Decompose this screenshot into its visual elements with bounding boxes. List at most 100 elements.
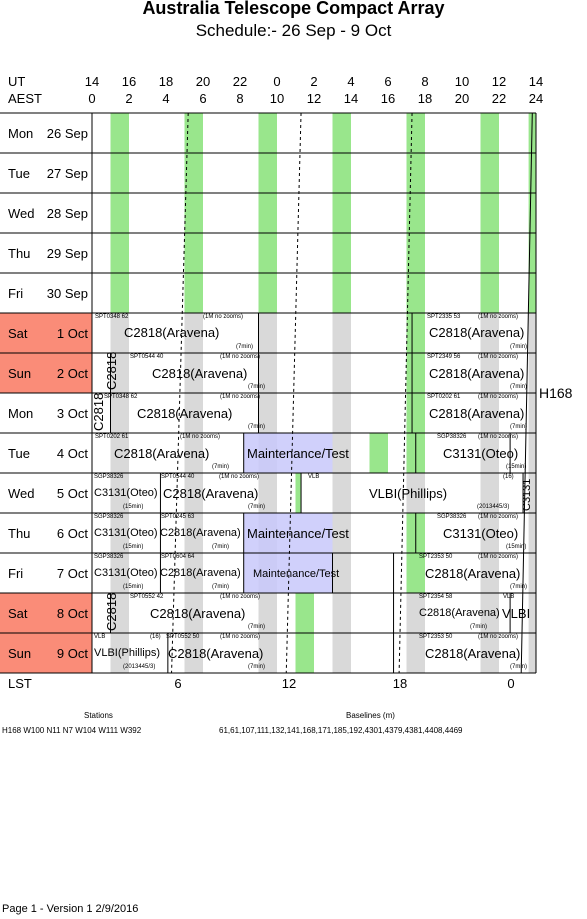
lst-label: LST — [8, 676, 32, 691]
day-date: 5 Oct — [56, 486, 88, 501]
block-min: (7min) — [248, 624, 266, 630]
observing-stripe — [110, 393, 129, 433]
observing-stripe — [258, 593, 277, 633]
observing-stripe — [480, 433, 499, 473]
block-code: SPT2354 58 — [419, 594, 453, 600]
block-project: C3131(Oteo) — [94, 527, 158, 539]
observing-stripe — [332, 313, 351, 353]
block-note: (16) — [150, 634, 161, 640]
block-project: C2818(Aravena) — [429, 325, 525, 340]
observing-stripe — [480, 353, 499, 393]
aest-tick: 14 — [343, 91, 359, 106]
observing-stripe — [258, 393, 277, 433]
block-code: SPT0544 40 — [130, 354, 164, 360]
day-of-week: Sat — [8, 326, 28, 341]
daylight-stripe — [258, 233, 277, 273]
block-min: (7min) — [470, 624, 488, 630]
observing-stripe — [528, 313, 536, 353]
day-date: 27 Sep — [46, 166, 88, 181]
block-code: SPT2349 56 — [427, 354, 461, 360]
block-note: (1M no zooms) — [478, 634, 519, 640]
daylight-stripe — [528, 273, 536, 313]
block-code: SGP38326 — [94, 554, 124, 560]
observing-stripe — [184, 593, 203, 633]
maintenance-block — [243, 513, 333, 553]
daylight-stripe — [332, 153, 351, 193]
day-of-week: Fri — [8, 286, 24, 301]
baselines-title: Baselines (m) — [346, 711, 395, 720]
aest-tick: 4 — [162, 91, 170, 106]
stations-list: H168 W100 N11 N7 W104 W111 W392 — [2, 726, 142, 735]
daylight-stripe — [528, 233, 536, 273]
block-project: Maintenance/Test — [247, 526, 349, 541]
block-project: C3131(Oteo) — [443, 526, 519, 541]
ut-tick: 14 — [84, 74, 100, 89]
day-date: 3 Oct — [56, 406, 88, 421]
observing-stripe — [480, 513, 499, 553]
daylight-stripe — [480, 273, 499, 313]
block-code: SPT0245 63 — [161, 514, 195, 520]
block-project: C3131(Oteo) — [443, 446, 519, 461]
block-project: C2818(Aravena) — [429, 366, 525, 381]
block-code: SGP38326 — [437, 514, 467, 520]
block-code: SPT0544 40 — [161, 474, 195, 480]
daylight-stripe — [332, 193, 351, 233]
day-of-week: Sun — [8, 646, 32, 661]
block-note: (1M no zooms) — [478, 354, 519, 360]
page-footer: Page 1 - Version 1 2/9/2016 — [2, 903, 139, 915]
block-note: (1M no zooms) — [478, 314, 519, 320]
observing-stripe — [258, 473, 277, 513]
ut-tick: 12 — [491, 74, 507, 89]
block-note: (1M no zooms) — [220, 634, 261, 640]
ut-tick: 20 — [195, 74, 211, 89]
observing-stripe — [528, 433, 536, 473]
observing-stripe — [332, 553, 351, 593]
block-project: C2818(Aravena) — [425, 566, 521, 581]
day-date: 9 Oct — [56, 646, 88, 661]
daylight-stripe — [369, 433, 388, 473]
daylight-stripe — [406, 233, 425, 273]
observing-stripe — [184, 313, 203, 353]
aest-tick: 2 — [125, 91, 133, 106]
daylight-stripe — [258, 273, 277, 313]
observing-stripe — [480, 313, 499, 353]
block-project: C2818(Aravena) — [429, 406, 525, 421]
observing-stripe — [258, 353, 277, 393]
ut-tick: 16 — [121, 74, 137, 89]
block-min: (7min) — [212, 584, 230, 590]
observing-stripe — [406, 633, 425, 673]
observing-stripe — [332, 513, 351, 553]
ut-tick: 8 — [421, 74, 429, 89]
daylight-stripe — [480, 113, 499, 153]
block-project: C2818(Aravena) — [124, 325, 220, 340]
block-project: C2818(Aravena) — [163, 486, 259, 501]
block-min: (7min) — [510, 664, 528, 670]
daylight-stripe — [258, 153, 277, 193]
daylight-stripe — [480, 193, 499, 233]
block-min: (15min) — [123, 544, 144, 550]
block-code: SPT0202 61 — [427, 394, 461, 400]
day-of-week: Sat — [8, 606, 28, 621]
block-note: (1M no zooms) — [220, 354, 261, 360]
observing-stripe — [332, 433, 351, 473]
block-note: (1M no zooms) — [203, 314, 244, 320]
block-note: (1M no zooms) — [478, 554, 519, 560]
daylight-stripe — [406, 313, 425, 353]
block-vertical: C2818 — [104, 351, 119, 390]
observing-stripe — [258, 633, 277, 673]
daylight-stripe — [110, 193, 129, 233]
block-note: (1M no zooms) — [220, 594, 261, 600]
day-date: 28 Sep — [46, 206, 88, 221]
day-of-week: Thu — [8, 526, 31, 541]
lst-tick: 0 — [507, 676, 515, 691]
observing-stripe — [332, 633, 351, 673]
observing-stripe — [332, 593, 351, 633]
block-project: C2818(Aravena) — [152, 366, 248, 381]
page-subtitle: Schedule:- 26 Sep - 9 Oct — [195, 21, 392, 40]
weekend-cell — [0, 593, 92, 633]
daylight-stripe — [110, 113, 129, 153]
observing-stripe — [110, 313, 129, 353]
daylight-stripe — [258, 193, 277, 233]
observing-stripe — [528, 393, 536, 433]
